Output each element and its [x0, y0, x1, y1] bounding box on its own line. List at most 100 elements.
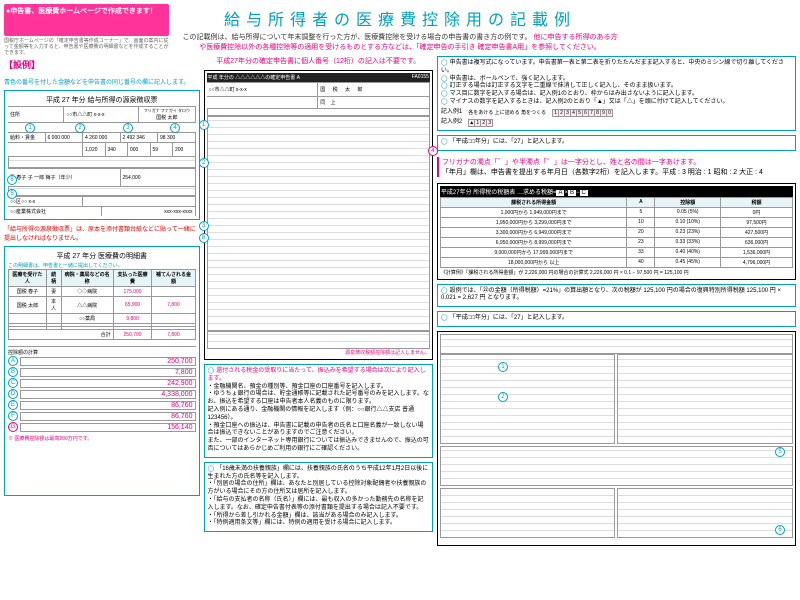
- cp4: 4: [428, 146, 438, 156]
- sl: 給料・賃金: [8, 133, 46, 142]
- h27: 「平成□□年分」には、「27」と記入します。: [450, 139, 568, 145]
- cv4: 86,760: [20, 401, 196, 410]
- fv: フナガイ タロウ: [161, 108, 190, 113]
- t43: 1,536,000円: [721, 247, 793, 257]
- addr-label: 住所: [8, 107, 64, 122]
- r12: ◇◇病院: [61, 287, 113, 297]
- c2: 2: [75, 123, 85, 133]
- f3n2: 同 上: [318, 97, 430, 108]
- sa: 250,700: [113, 330, 152, 340]
- nb4: ・預金口座への振込は、申告書に記載の申告者の氏名と口座名義が一致しない場合は振込…: [208, 423, 429, 439]
- t21: 20: [627, 227, 655, 237]
- cc7: G: [8, 422, 18, 432]
- ct: xxx-xxx-xxxx: [102, 207, 196, 216]
- notes-refund: ◯還付される税金の受取りに当たって、振込みを希望する場合は次により記入します。 …: [204, 364, 433, 458]
- fn: フリガナの濁点「゛」や半濁点「゜」は一字分とし、姓と名の間は一字あけます。: [442, 157, 796, 167]
- col-left: 【設例】 青色の番号を付した金額などを申告書の同じ番号の欄に記入します。 平成 …: [4, 56, 200, 546]
- cv2: 242,900: [20, 379, 196, 388]
- fp: 源泉徴収税額控除額は記入しません。: [207, 349, 430, 356]
- h1: 続柄: [46, 270, 61, 287]
- r10: 国税 春子: [9, 287, 47, 297]
- fbn6: 6: [775, 525, 785, 535]
- cn2: 2: [199, 158, 209, 168]
- r32: ○○薬局: [61, 314, 113, 324]
- cc1: A: [8, 356, 18, 366]
- fl: フリガナ: [144, 108, 160, 113]
- notes-dependent: ◯「16歳未満の扶養親族」欄には、扶養親族の氏名のうち平成12年1月2日以後に生…: [204, 462, 433, 532]
- h272: 「平成□□年分」には、「27」と記入します。: [450, 315, 568, 321]
- tax-return-a: 平成 年分の △△△△△△の確定申告書 A FA0155 ○○市△△町 x-x-…: [204, 70, 433, 360]
- filn: 「年月」欄は、申告書を提出する年月日（各数字2桁）を記入します。平成 : 3 明…: [442, 167, 796, 177]
- t42: 0.40 (40%): [655, 247, 721, 257]
- tts: …求める税額=: [517, 190, 557, 196]
- cv1: 7,800: [20, 368, 196, 377]
- h3: 支払った医療費: [113, 270, 152, 287]
- cv3: 4,338,000: [20, 390, 196, 399]
- tex: 《計算例》「課税される所得金額」が 2,226,000 円の場合の計算式 2,2…: [440, 268, 793, 277]
- th0: 課税される所得金額: [440, 197, 627, 207]
- ca: ○○区○○ x-x: [8, 197, 83, 206]
- h4: 補てんされる金額: [152, 270, 195, 287]
- th3: 税額: [721, 197, 793, 207]
- settei-note: 青色の番号を付した金額などを申告書の同じ番号の欄に記入します。: [4, 77, 200, 86]
- h0: 医療を受けた人: [9, 270, 47, 287]
- r24: 7,800: [152, 297, 195, 314]
- m2: 340: [106, 143, 129, 156]
- t32: 0.33 (33%): [655, 237, 721, 247]
- m3: 000: [128, 143, 151, 156]
- f3n: 国 税 太 郎: [318, 83, 430, 96]
- t00: 1,000円から 1,949,000円まで: [440, 207, 627, 217]
- t12: 0.10 (10%): [655, 217, 721, 227]
- t20: 3,300,000円から 6,949,000円まで: [440, 227, 627, 237]
- fbn1: 1: [498, 362, 508, 372]
- main-grid: [207, 116, 430, 331]
- ctr-pink: 平成27年分の確定申告書に個人番号（12桁）の記入は不要です。: [204, 56, 433, 66]
- c3: 3: [123, 123, 133, 133]
- tax-tbl: 課税される所得金額A控除額税額 1,000円から 1,949,000円まで50.…: [440, 197, 793, 268]
- t33: 636,000円: [721, 237, 793, 247]
- t50: 18,000,000円から 以上: [440, 257, 627, 267]
- cn8: 8: [199, 233, 209, 243]
- fb3: [617, 354, 793, 444]
- v2: 4 260 000: [83, 133, 121, 142]
- r22: △△病院: [61, 297, 113, 314]
- red-note-1: 「給与所得の源泉徴収票」は、原本を添付書類台紙などに貼って一緒に提出しなければな…: [4, 224, 200, 242]
- rn0: 申告書は複写式になっています。申告書第一表と第二表を折りたたんだまま記入すると、…: [441, 60, 784, 74]
- fb1: [440, 334, 793, 354]
- dg2: [8, 186, 196, 196]
- cc5: E: [8, 400, 18, 410]
- ft-note: ※ 医療費控除額は最高200万円です。: [8, 435, 196, 442]
- e2l: 記入例2: [441, 119, 462, 127]
- c6: 6: [7, 175, 17, 185]
- medical-detail: 平成 27 年分 医療費の明細書 この明細書は、申告書と一緒に提出してください。…: [4, 246, 200, 496]
- fb4: [440, 446, 793, 486]
- r21: 本人: [46, 297, 61, 314]
- form-b-page2: 1 2 5 6: [437, 331, 796, 546]
- f3a: ○○市△△町 x-x-x: [207, 83, 319, 96]
- settei-label: 【設例】: [4, 58, 200, 71]
- name-cell: フリガナ フナガイ タロウ 国税 太郎: [139, 107, 195, 122]
- nb2: ・ゆうちょ銀行の場合は、貯金通帳等に記載された記号番号のみを記入します。なお、振…: [208, 391, 429, 407]
- rn3: マス目に数字を記入する場合は、記入例1のとおり、枠からはみ出さないように記入しま…: [450, 91, 698, 97]
- m5: 200: [173, 143, 196, 156]
- t22: 0.23 (23%): [655, 227, 721, 237]
- t02: 0.05 (5%): [655, 207, 721, 217]
- t23: 427,500円: [721, 227, 793, 237]
- nb22: ・「給与の支払者の名称（氏名）」欄には、最も収入の多かった勤務先の名称を記入しま…: [208, 497, 429, 513]
- subtitle-a: この記載例は、給与所得について年末調整を行った方が、医療費控除を受ける場合の申告…: [183, 34, 532, 41]
- col-center: 平成27年分の確定申告書に個人番号（12桁）の記入は不要です。 平成 年分の △…: [204, 56, 433, 546]
- cn: ○○産業株式会社: [8, 207, 102, 216]
- nb20: 「16歳未満の扶養親族」欄には、扶養親族の氏名のうち平成12年1月2日以後に生ま…: [208, 466, 429, 480]
- heisei-note-2: ◯「平成□□年分」には、「27」と記入します。: [437, 311, 796, 327]
- furigana-note: フリガナの濁点「゛」や半濁点「゜」は一字分とし、姓と名の間は一字あけます。 「年…: [437, 157, 796, 177]
- t01: 5: [627, 207, 655, 217]
- fb6: [617, 488, 793, 538]
- sb: 7,800: [152, 330, 195, 340]
- top-notes: ◯申告書は複写式になっています。申告書第一表と第二表を折りたたんだまま記入すると…: [437, 56, 796, 131]
- m1: 1,020: [83, 143, 106, 156]
- heisei-note: ◯「平成□□年分」には、「27」と記入します。: [437, 135, 796, 151]
- cn3: 3: [199, 221, 209, 231]
- r23: 65,900: [113, 297, 152, 314]
- r20: 国税 太郎: [9, 297, 47, 314]
- rn4: マイナスの数字を記入するときは、記入例2のとおり「▲」又は「△」を頭に付けて記入…: [450, 99, 729, 105]
